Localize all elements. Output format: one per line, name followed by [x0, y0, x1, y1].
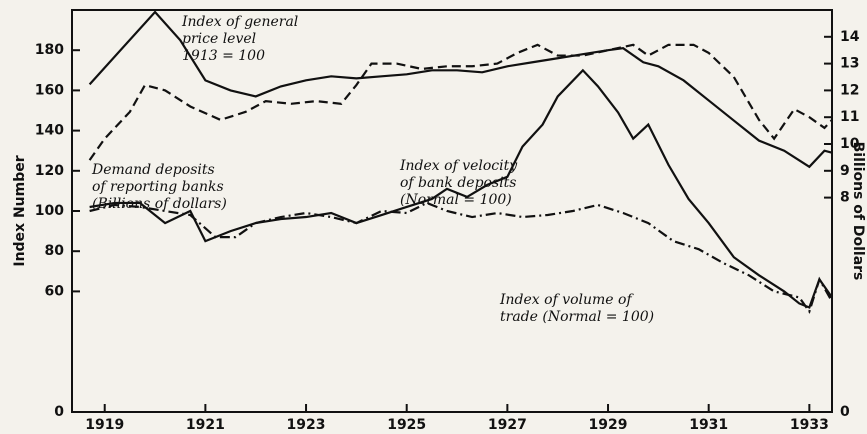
series-annotation: of reporting banks: [92, 179, 224, 195]
x-tick-label: 1927: [488, 417, 527, 433]
x-tick-label: 1919: [85, 417, 124, 433]
y2-axis-label: Billions of Dollars: [850, 142, 866, 281]
x-tick-label: 1923: [287, 417, 326, 433]
y2-tick-label: 11: [840, 109, 859, 125]
series-annotation: trade (Normal = 100): [500, 309, 654, 325]
y-tick-label: 80: [45, 243, 65, 259]
x-tick-label: 1921: [186, 417, 225, 433]
x-tick-label: 1925: [387, 417, 426, 433]
series-annotation: Index of volume of: [499, 292, 634, 308]
y-tick-label: 100: [35, 203, 64, 219]
x-tick-label: 1929: [589, 417, 628, 433]
y-tick-label: 120: [35, 163, 64, 179]
series-annotation: Index of general: [181, 14, 298, 30]
series-line: [88, 43, 833, 161]
series-annotation: Index of velocity: [399, 158, 518, 174]
y2-tick-label: 14: [840, 29, 860, 45]
y2-tick-label: 10: [840, 136, 860, 152]
series-annotation: (Billions of dollars): [92, 196, 227, 212]
y-tick-label: 0: [54, 404, 64, 420]
y2-tick-label: 8: [840, 190, 850, 206]
series-line: [88, 10, 833, 169]
y-axis-label: Index Number: [12, 155, 28, 266]
x-tick-label: 1933: [790, 417, 829, 433]
y2-tick-label: 0: [840, 404, 850, 420]
x-tick-label: 1931: [689, 417, 728, 433]
series-line: [89, 68, 833, 309]
series-line: [89, 201, 833, 314]
y2-tick-label: 9: [840, 163, 850, 179]
y2-tick-label: 13: [840, 56, 859, 72]
y-tick-label: 140: [35, 123, 64, 139]
y-tick-label: 160: [35, 82, 64, 98]
y-tick-label: 180: [35, 42, 64, 58]
series-annotation: price level: [182, 31, 256, 47]
series-annotation: (Normal = 100): [400, 192, 512, 208]
series-annotation: Demand deposits: [91, 162, 215, 178]
series-annotation: of bank deposits: [400, 175, 516, 191]
y-tick-label: 60: [45, 283, 65, 299]
y2-tick-label: 12: [840, 82, 859, 98]
series-annotation: 1913 = 100: [182, 48, 265, 64]
